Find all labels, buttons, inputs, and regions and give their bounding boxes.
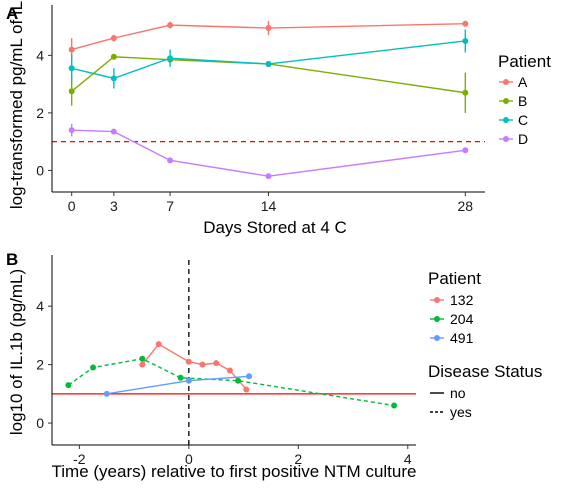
panel-b-series	[65, 341, 397, 408]
panel-b-tag: B	[6, 250, 18, 269]
series-line-D	[72, 130, 466, 176]
legend-label-204: 204	[450, 311, 474, 327]
data-point-491-1	[186, 378, 192, 384]
data-point-B-3	[111, 54, 117, 60]
data-point-D-28	[462, 147, 468, 153]
data-point-B-28	[462, 90, 468, 96]
data-point-491-2	[246, 373, 252, 379]
data-point-132-5	[227, 367, 233, 373]
data-point-204-5	[391, 403, 397, 409]
panel-a: A 0 3 7 14 28 0 2 4 Days Stored at 4 C log-tran…	[6, 1, 551, 237]
legend-label-491: 491	[450, 330, 474, 346]
panel-b-legend: Patient 132 204 491 Disease Status no yes	[428, 269, 542, 420]
data-point-A-0	[69, 47, 75, 53]
legend-key-point-491	[434, 335, 440, 341]
data-point-C-3	[111, 75, 117, 81]
panel-b-reference-lines	[52, 260, 416, 445]
data-point-C-7	[167, 55, 173, 61]
data-point-C-0	[69, 65, 75, 71]
legend-label-D: D	[518, 131, 528, 147]
legend-key-point-C	[503, 117, 509, 123]
panel-a-x-label: Days Stored at 4 C	[203, 218, 347, 237]
x-tick-label-28: 28	[458, 198, 474, 214]
data-point-A-3	[111, 35, 117, 41]
series-line-204	[68, 359, 394, 406]
data-point-132-4	[213, 360, 219, 366]
legend-label-132: 132	[450, 292, 474, 308]
data-point-C-14	[266, 61, 272, 67]
panel-a-legend-title: Patient	[498, 52, 551, 71]
y-tick-label-2: 2	[36, 105, 44, 121]
x-tick-label-14: 14	[261, 198, 277, 214]
panel-b-y-label: log10 of IL.1b (pg/mL)	[7, 269, 26, 435]
data-point-D-3	[111, 129, 117, 135]
series-line-C	[72, 41, 466, 78]
legend-label-B: B	[518, 93, 527, 109]
legend-label-C: C	[518, 112, 528, 128]
data-point-D-0	[69, 127, 75, 133]
legend-key-point-204	[434, 316, 440, 322]
y-tick-label-0: 0	[36, 162, 44, 178]
y-tick-label-0: 0	[36, 415, 44, 431]
data-point-204-0	[65, 382, 71, 388]
data-point-491-0	[104, 391, 110, 397]
y-tick-label-4: 4	[36, 298, 44, 314]
legend-key-point-D	[503, 136, 509, 142]
data-point-132-0	[139, 362, 145, 368]
y-tick-label-4: 4	[36, 47, 44, 63]
legend-key-point-132	[434, 297, 440, 303]
data-point-132-6	[243, 386, 249, 392]
legend-key-point-A	[503, 79, 509, 85]
data-point-A-7	[167, 22, 173, 28]
y-tick-label-2: 2	[36, 357, 44, 373]
legend-label-A: A	[518, 74, 528, 90]
data-point-D-7	[167, 157, 173, 163]
x-tick-label-7: 7	[166, 198, 174, 214]
data-point-204-4	[235, 378, 241, 384]
legend-key-point-B	[503, 98, 509, 104]
data-point-204-1	[90, 365, 96, 371]
data-point-D-14	[266, 173, 272, 179]
data-point-204-3	[178, 375, 184, 381]
data-point-B-0	[69, 88, 75, 94]
x-tick-label-0: 0	[68, 198, 76, 214]
data-point-132-1	[156, 341, 162, 347]
panel-b-x-label: Time (years) relative to first positive …	[52, 462, 417, 481]
legend-label-yes: yes	[450, 404, 472, 420]
data-point-C-28	[462, 38, 468, 44]
data-point-132-2	[186, 359, 192, 365]
panel-a-y-label: log-transformed pg/mL of IL	[7, 1, 26, 209]
data-point-132-3	[200, 362, 206, 368]
data-point-A-14	[266, 25, 272, 31]
panel-b-legend-title-disease: Disease Status	[428, 362, 542, 381]
legend-label-no: no	[450, 385, 466, 401]
panel-b-legend-title-patient: Patient	[428, 269, 481, 288]
x-tick-label-3: 3	[110, 198, 118, 214]
data-point-204-2	[139, 356, 145, 362]
data-point-A-28	[462, 21, 468, 27]
panel-a-series	[69, 21, 469, 179]
series-line-132	[142, 344, 246, 389]
